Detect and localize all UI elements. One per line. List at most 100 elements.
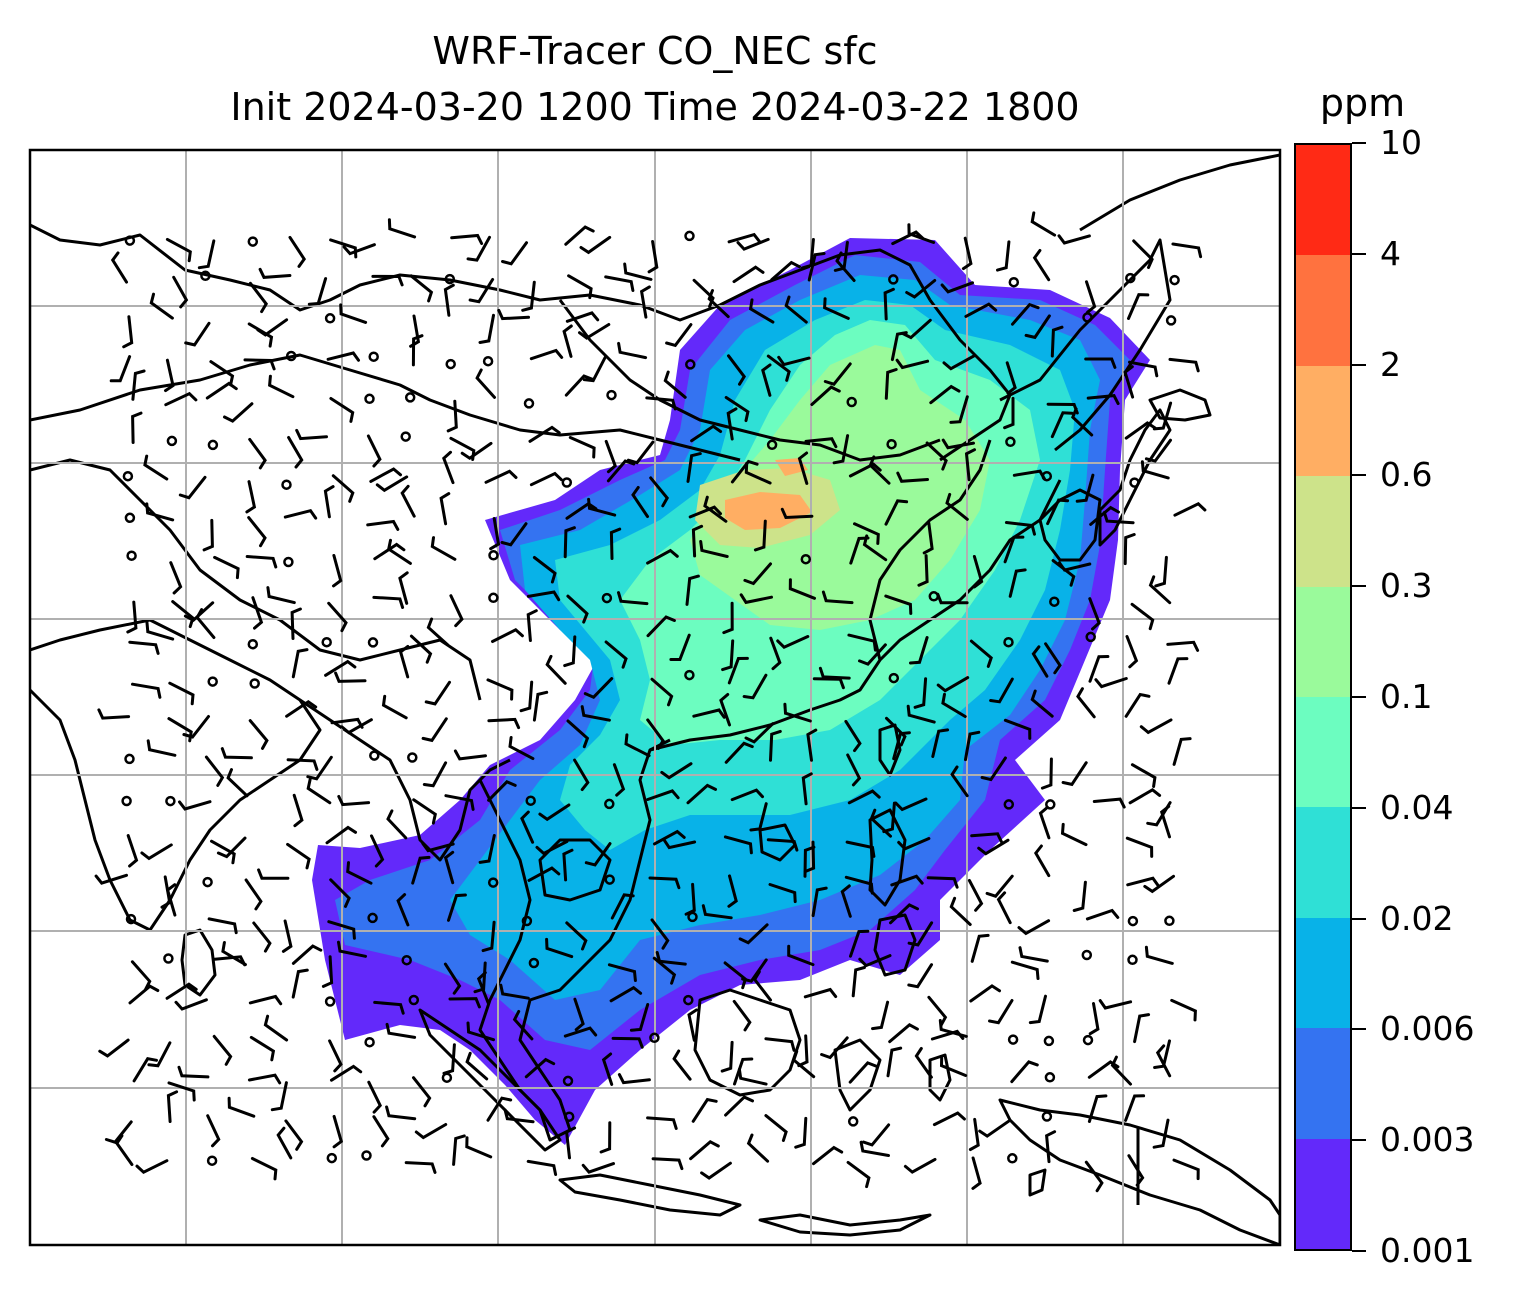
wind-barb <box>545 937 574 959</box>
wind-barb <box>917 554 929 587</box>
wind-barb <box>1011 302 1040 326</box>
wind-barb <box>250 1157 278 1181</box>
wind-barb <box>266 586 296 605</box>
wind-barb <box>580 705 611 722</box>
calm-wind-marker <box>206 1155 218 1166</box>
wind-barb <box>126 834 139 868</box>
calm-wind-marker <box>1127 915 1139 927</box>
wind-barb <box>177 1065 210 1079</box>
wind-barb <box>690 424 723 443</box>
wind-barb <box>766 838 799 852</box>
wind-barb <box>1110 1055 1132 1086</box>
wind-barb <box>281 919 293 953</box>
wind-barb <box>337 940 367 958</box>
colorbar-tick-label: 2 <box>1380 344 1401 384</box>
wind-barb <box>166 1090 179 1123</box>
wind-barb <box>624 733 651 758</box>
wind-barb <box>896 471 929 483</box>
wind-barb <box>205 381 238 400</box>
wind-barb <box>528 425 561 443</box>
wind-barb <box>611 1036 644 1049</box>
wind-barb <box>583 677 614 699</box>
sumatra <box>418 1008 562 1152</box>
wind-barb <box>288 235 307 268</box>
wind-barb <box>369 467 402 483</box>
wind-barb <box>412 798 437 825</box>
wind-barb <box>818 666 851 680</box>
wind-barb <box>202 518 214 552</box>
wind-barb <box>889 903 919 925</box>
wind-barb <box>248 437 267 470</box>
wind-barb <box>422 761 448 788</box>
wind-barb <box>741 958 768 983</box>
wind-barb <box>508 736 535 761</box>
wind-barb <box>164 358 175 393</box>
calm-wind-marker <box>368 351 379 362</box>
wind-barb <box>291 968 309 999</box>
wind-barb <box>862 534 888 562</box>
calm-wind-marker <box>326 1152 338 1164</box>
calm-wind-marker <box>1082 312 1093 323</box>
wind-barb <box>601 1052 614 1086</box>
wind-barbs <box>94 211 1207 1193</box>
wind-barb <box>245 555 278 569</box>
chart-title-line-2: Init 2024-03-20 1200 Time 2024-03-22 180… <box>230 85 1080 129</box>
wind-barb <box>248 719 269 750</box>
wind-barb <box>1028 994 1047 1025</box>
wind-barb <box>285 699 318 718</box>
calm-wind-marker <box>367 912 378 924</box>
wind-barb <box>385 1105 417 1121</box>
calm-wind-marker <box>247 236 259 247</box>
wind-barb <box>286 758 319 771</box>
wind-barb <box>806 728 818 762</box>
wind-barb <box>566 719 590 749</box>
wind-barb <box>131 411 143 444</box>
wind-barb <box>143 454 169 481</box>
wind-barb <box>655 951 687 966</box>
wind-barb <box>888 1022 919 1044</box>
wind-barb <box>398 571 409 605</box>
wind-barb <box>226 768 249 798</box>
wind-barb <box>521 280 536 312</box>
wind-barb <box>884 594 913 615</box>
wind-barb <box>1144 945 1174 965</box>
wind-barb <box>604 275 635 292</box>
wind-barb <box>1140 460 1170 480</box>
wind-barb <box>617 1073 651 1085</box>
wind-barb <box>562 848 574 882</box>
wind-barb <box>519 680 534 713</box>
wind-barb <box>248 281 269 314</box>
calm-wind-marker <box>1008 276 1020 288</box>
wind-barb <box>476 971 490 1005</box>
wind-barb <box>1127 293 1150 320</box>
wind-barb <box>172 275 189 309</box>
colorbar-tick <box>1352 474 1366 477</box>
conc-level-6 <box>690 345 990 630</box>
wind-barb <box>797 451 809 485</box>
wind-barb <box>443 962 462 995</box>
wind-barb <box>220 747 253 760</box>
colorbar-tick-label: 0.02 <box>1380 898 1454 938</box>
colorbar-tick-label: 0.001 <box>1380 1231 1475 1270</box>
wind-barb <box>803 845 816 878</box>
wind-barb <box>950 765 969 798</box>
wind-barb <box>491 627 524 643</box>
wind-barb <box>649 476 670 508</box>
wind-barb <box>776 635 810 649</box>
wind-barb <box>1089 505 1120 526</box>
wind-barb <box>1154 555 1168 588</box>
wind-barb <box>182 715 210 739</box>
wind-barb <box>1124 1094 1146 1122</box>
wind-barb <box>227 1096 256 1118</box>
wind-barb <box>1018 946 1049 963</box>
wind-barb <box>484 469 518 484</box>
wind-barb <box>414 1123 448 1140</box>
wind-barb <box>1088 597 1101 631</box>
wind-barb <box>385 1022 417 1039</box>
wind-barb <box>424 680 451 706</box>
wind-barb <box>777 355 811 367</box>
wind-barb <box>426 617 450 647</box>
wind-barb <box>168 681 195 706</box>
calm-wind-marker <box>888 672 900 684</box>
calm-wind-marker <box>281 479 292 490</box>
